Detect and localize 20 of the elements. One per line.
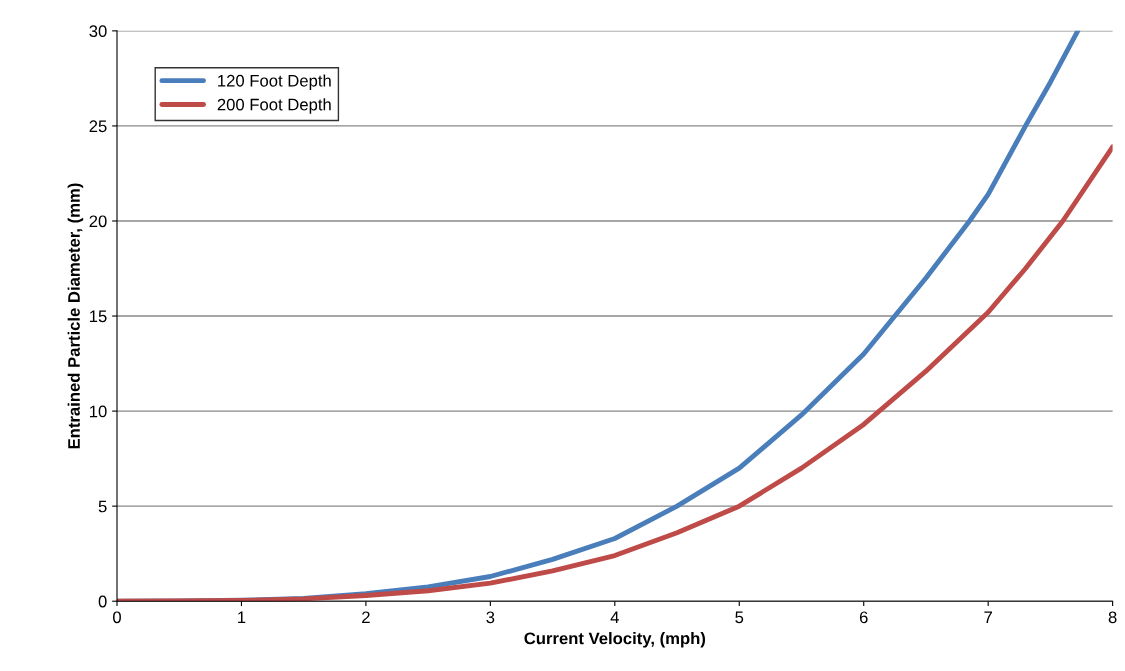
x-tick-label: 1 bbox=[238, 611, 246, 624]
x-tick-label: 7 bbox=[984, 611, 992, 624]
x-tick-label: 6 bbox=[859, 611, 868, 624]
x-tick-label: 0 bbox=[113, 611, 121, 624]
y-tick-label: 20 bbox=[89, 215, 107, 228]
x-tick-label: 4 bbox=[610, 611, 619, 624]
y-tick-label: 25 bbox=[89, 120, 107, 133]
x-tick-label: 5 bbox=[735, 611, 744, 624]
legend-label: 200 Foot Depth bbox=[217, 98, 331, 114]
y-tick-label: 0 bbox=[98, 595, 107, 608]
y-tick-label: 10 bbox=[90, 405, 107, 418]
y-tick-label: 30 bbox=[89, 25, 107, 38]
x-tick-label: 2 bbox=[362, 611, 370, 624]
y-tick-label: 15 bbox=[90, 310, 107, 323]
y-axis-title: Entrained Particle Diameter, (mm) bbox=[67, 183, 84, 449]
y-tick-label: 5 bbox=[98, 500, 107, 513]
legend-label: 120 Foot Depth bbox=[218, 74, 331, 90]
x-axis-title: Current Velocity, (mph) bbox=[524, 632, 706, 648]
x-tick-label: 8 bbox=[1108, 611, 1117, 624]
x-tick-label: 3 bbox=[486, 611, 495, 624]
